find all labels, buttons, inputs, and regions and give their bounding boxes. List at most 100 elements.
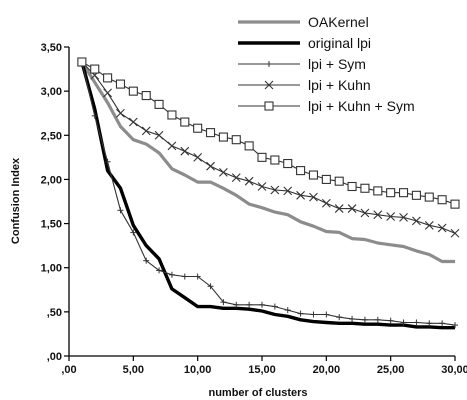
y-tick-label: 2,00 (41, 174, 62, 186)
data-point (437, 195, 447, 205)
data-point (91, 112, 98, 119)
data-point (128, 86, 138, 96)
data-point (386, 188, 396, 198)
data-point (336, 314, 343, 321)
series-line (80, 61, 455, 330)
data-point (141, 91, 151, 101)
axis-ticks: ,00 ,50 1,00 1,50 2,00 2,50 3,00 3,50 ,00 5,00 10,… (41, 42, 467, 376)
data-point (270, 155, 280, 165)
x-tick-label: 20,00 (313, 364, 341, 376)
data-point (257, 182, 267, 191)
data-point (452, 322, 458, 329)
data-point (231, 135, 241, 145)
series-line (80, 61, 455, 264)
data-point (246, 301, 253, 308)
x-tick-label: 15,00 (248, 364, 276, 376)
data-point (168, 271, 175, 278)
x-tick-label: 10,00 (184, 364, 212, 376)
x-tick-label: 5,00 (123, 364, 144, 376)
data-point (259, 301, 265, 308)
data-point (297, 310, 304, 317)
legend-marker (264, 101, 274, 111)
data-point (334, 204, 344, 213)
data-point (439, 320, 446, 327)
data-point (193, 123, 203, 133)
data-point (90, 64, 100, 74)
data-point (349, 315, 356, 322)
legend-label: OAKernel (308, 14, 369, 30)
data-point (257, 152, 267, 162)
data-point (387, 317, 394, 324)
x-tick-label: 30,00 (441, 364, 467, 376)
series-group (77, 57, 460, 330)
data-point (413, 319, 420, 326)
data-point (128, 117, 138, 127)
data-point (411, 190, 421, 200)
data-point (283, 158, 293, 169)
series-0 (80, 61, 455, 264)
data-point (424, 220, 434, 230)
data-point (154, 99, 164, 109)
data-point (398, 188, 409, 198)
data-point (207, 283, 214, 290)
data-point (180, 117, 190, 127)
data-point (296, 190, 305, 200)
y-axis-title: Confusion Index (10, 157, 22, 244)
legend-item: lpi + Kuhn (238, 77, 371, 93)
data-point (450, 228, 460, 238)
y-tick-label: ,00 (47, 351, 62, 363)
legend: OAKernel original lpi lpi + Sym lpi + Kuhn l… (238, 14, 415, 114)
data-point (400, 319, 407, 326)
data-point (156, 267, 163, 274)
data-point (308, 170, 319, 180)
data-point (233, 301, 240, 308)
data-point (323, 311, 330, 318)
legend-marker (266, 61, 272, 67)
y-tick-label: 3,50 (41, 42, 62, 54)
data-point (270, 185, 280, 195)
data-point (180, 146, 190, 156)
legend-item: lpi + Kuhn + Sym (238, 98, 415, 114)
data-point (244, 141, 254, 151)
data-point (424, 192, 434, 202)
legend-label: lpi + Kuhn (308, 77, 371, 93)
data-point (117, 207, 124, 214)
data-point (103, 88, 112, 98)
data-point (167, 110, 177, 120)
legend-item: OAKernel (238, 14, 369, 30)
data-point (310, 311, 317, 318)
data-point (219, 167, 228, 177)
y-tick-label: ,50 (47, 307, 62, 319)
legend-item: lpi + Sym (238, 56, 366, 72)
y-tick-label: 2,50 (41, 130, 62, 142)
data-point (154, 130, 164, 140)
data-point (205, 128, 216, 138)
legend-label: original lpi (308, 35, 371, 51)
data-point (231, 173, 241, 183)
y-tick-label: 1,00 (41, 263, 62, 275)
data-point (141, 126, 151, 136)
data-point (115, 79, 126, 89)
data-point (104, 158, 111, 165)
data-point (373, 186, 383, 196)
data-point (193, 152, 203, 162)
data-point (399, 213, 408, 222)
data-point (181, 273, 188, 280)
x-axis-title: number of clusters (208, 387, 307, 399)
data-point (77, 57, 87, 67)
data-point (206, 161, 215, 171)
data-point (361, 316, 368, 323)
data-point (347, 204, 357, 213)
data-point (309, 192, 318, 202)
data-point (334, 176, 344, 186)
data-point (450, 199, 460, 209)
data-point (116, 108, 125, 118)
data-point (321, 198, 331, 208)
data-point (360, 183, 370, 193)
legend-item: original lpi (238, 35, 371, 51)
data-point (283, 186, 293, 196)
data-point (103, 73, 113, 83)
x-tick-label: ,00 (61, 364, 76, 376)
series-1 (80, 61, 455, 330)
